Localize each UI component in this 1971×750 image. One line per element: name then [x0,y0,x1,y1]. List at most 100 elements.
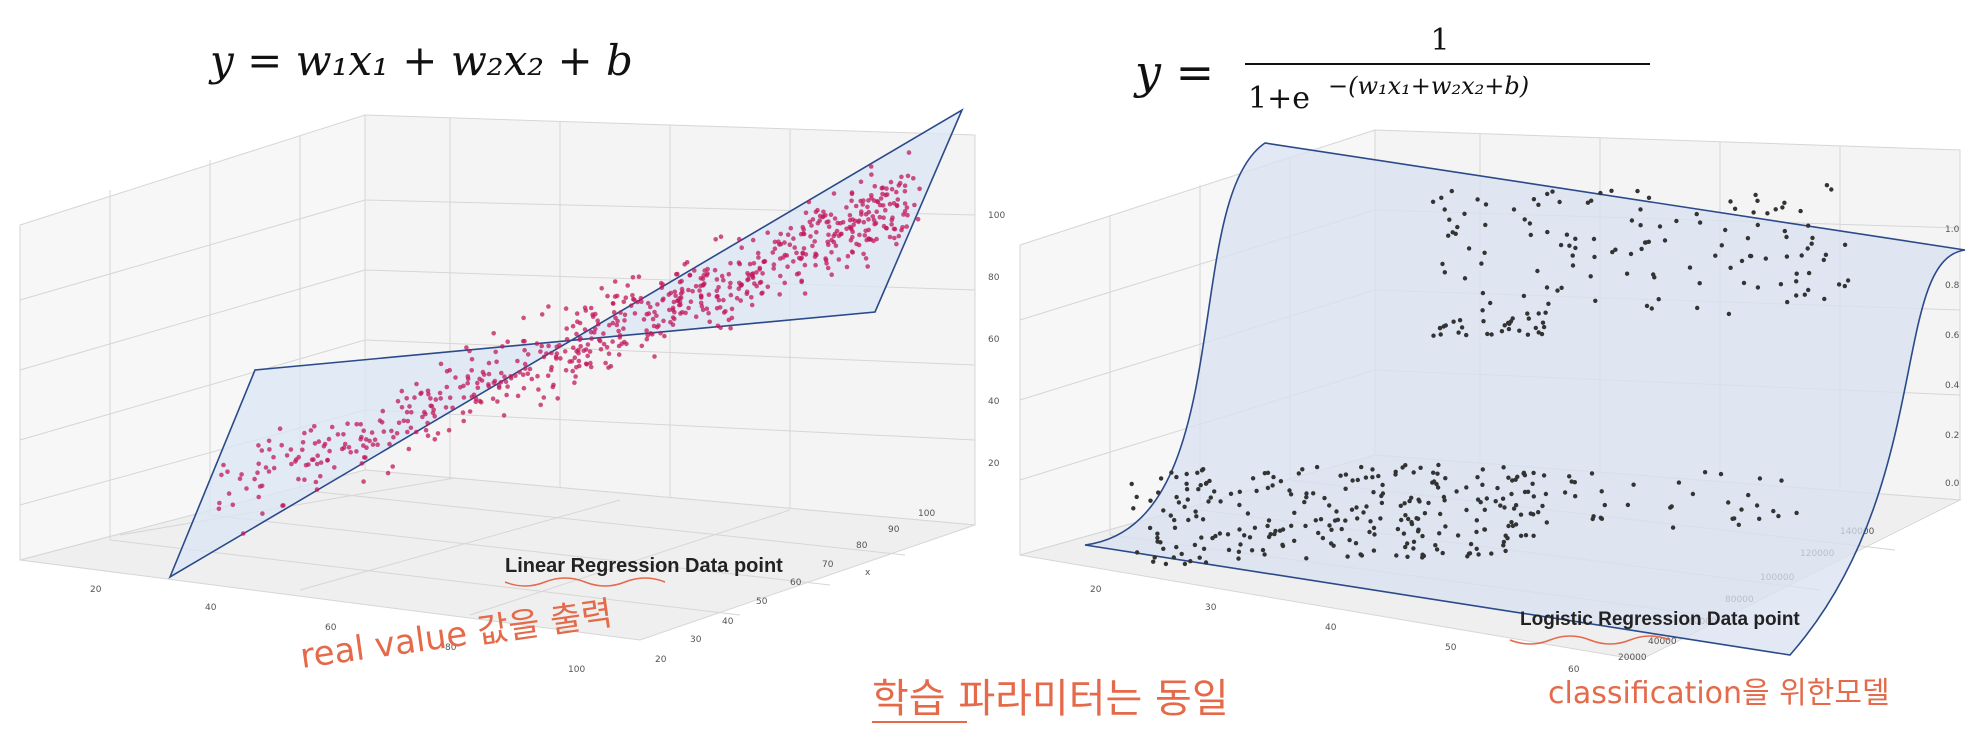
linear-data-point [599,286,604,291]
linear-data-point [359,461,365,466]
sigmoid-exponent: −(w₁x₁+w₂x₂+b) [1328,72,1529,100]
logistic-data-point [1198,483,1203,488]
linear-data-point [372,437,378,443]
logistic-data-point [1639,246,1644,252]
linear-data-point [823,213,828,218]
linear-data-point [778,273,783,279]
logistic-data-point [1265,523,1270,529]
linear-data-point [850,217,855,222]
linear-data-point [266,438,272,444]
linear-data-point [826,232,831,238]
linear-data-point [619,341,625,347]
linear-data-point [395,398,401,404]
linear-data-point [744,291,750,297]
logistic-data-point [1338,473,1343,478]
linear-data-point [661,318,666,324]
linear-data-point [698,276,704,281]
logistic-data-point [1464,332,1469,338]
linear-data-point [672,309,677,315]
label-underline-scribble [1509,635,1671,645]
logistic-data-point [1798,208,1803,214]
logistic-data-point [1779,478,1784,483]
linear-data-point [312,441,318,446]
linear-data-point [369,430,375,435]
logistic-data-point [1328,541,1334,546]
logistic-data-point [1562,490,1568,495]
linear-data-point [869,193,874,198]
linear-data-point [638,295,644,301]
left-x-tick: 100 [568,665,585,675]
left-y-tick: 30 [690,635,702,645]
linear-data-point [611,310,617,315]
linear-data-point [465,374,471,379]
logistic-data-point [1500,496,1506,501]
logistic-data-point [1196,487,1201,492]
right-x-tick: 40 [1325,623,1337,633]
logistic-data-point [1184,471,1189,477]
linear-data-point [630,293,635,298]
linear-data-point [751,261,757,266]
logistic-data-point [1501,539,1507,545]
linear-data-point [423,427,429,433]
linear-data-point [621,326,626,331]
linear-data-point [385,470,391,476]
linear-data-point [534,341,540,346]
linear-data-point [866,227,871,233]
linear-data-point [571,345,576,351]
right-x-tick: 20 [1090,585,1102,595]
logistic-data-point [1148,498,1153,503]
linear-data-point [563,368,569,373]
logistic-data-point [1206,499,1211,504]
linear-data-point [562,349,568,354]
logistic-data-point [1518,533,1524,538]
linear-data-point [515,358,520,364]
linear-data-point [475,380,480,386]
logistic-data-point [1599,489,1604,494]
logistic-data-point [1339,526,1344,532]
linear-data-point [686,305,691,311]
logistic-data-point [1480,308,1485,313]
linear-data-point [554,356,559,361]
logistic-data-point [1394,553,1399,558]
linear-data-point [479,378,485,383]
logistic-data-point [1431,470,1436,475]
linear-data-point [391,434,396,440]
linear-data-point [588,305,594,311]
logistic-data-point [1201,546,1207,551]
linear-data-point [800,224,806,230]
linear-data-point [589,336,594,341]
linear-data-point [712,267,718,273]
logistic-data-point [1403,513,1408,518]
linear-data-point [857,232,862,238]
linear-data-point [645,300,651,306]
linear-data-point [277,426,283,432]
logistic-data-point [1656,297,1661,302]
logistic-data-point [1510,316,1515,321]
logistic-data-point [1270,483,1275,488]
logistic-data-point [1435,471,1440,476]
linear-data-point [316,439,322,444]
linear-data-point [345,421,350,427]
logistic-data-point [1755,198,1760,203]
logistic-data-point [1426,500,1431,506]
left-z-tick: 20 [988,459,1000,469]
logistic-data-point [1480,467,1486,472]
logistic-data-point [1409,521,1415,527]
logistic-data-point [1702,470,1708,475]
logistic-data-point [1829,187,1834,192]
linear-data-point [864,237,869,243]
linear-data-point [889,222,894,227]
linear-data-point [541,354,547,360]
linear-data-point [573,374,578,379]
linear-data-point [777,256,783,261]
linear-data-point [257,484,263,489]
logistic-data-point [1718,471,1724,477]
logistic-data-point [1726,311,1732,317]
logistic-data-point [1674,218,1679,224]
logistic-data-point [1409,495,1414,500]
linear-data-point [325,457,330,463]
linear-data-point [607,322,612,328]
logistic-data-point [1393,472,1398,477]
linear-data-point [450,405,455,411]
logistic-data-point [1780,205,1785,210]
